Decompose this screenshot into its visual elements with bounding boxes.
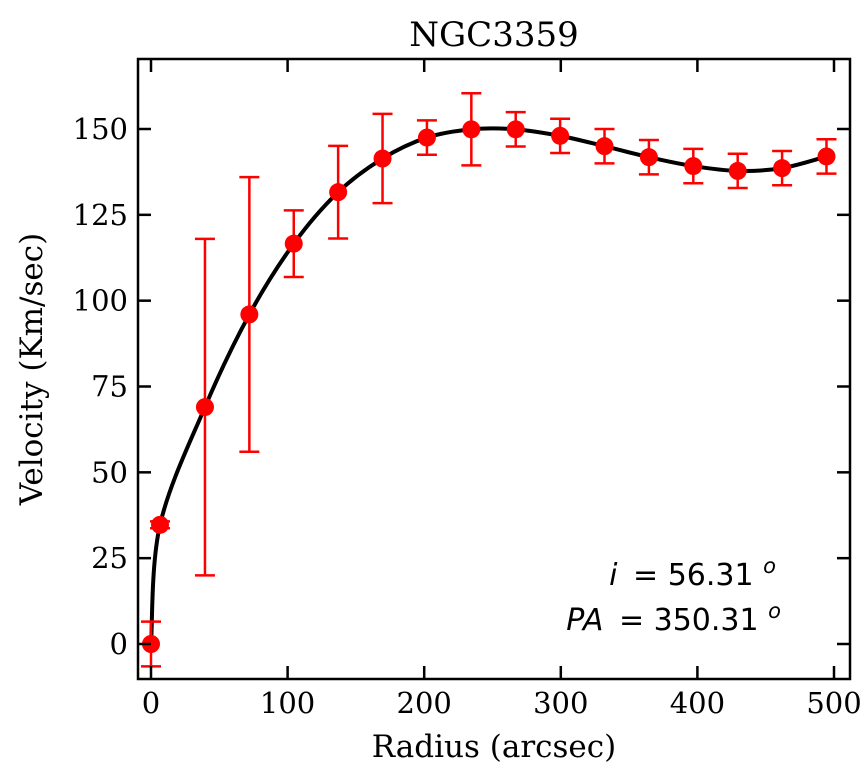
y-tick-label: 150 [73,112,128,146]
data-point [417,128,436,147]
data-point [639,148,658,167]
y-tick-label: 0 [110,627,128,661]
data-point-group [461,92,482,167]
annotation-position-angle: PA = 350.31 o [566,599,781,638]
annotation-box: i = 56.31 o PA = 350.31 o [566,554,781,638]
data-point-group [239,175,260,453]
plot-area [141,92,837,668]
data-point-group [416,119,437,156]
x-axis-label: Radius (arcsec) [372,729,617,765]
data-point [240,305,259,324]
y-tick-labels: 0 25 50 75 100 125 150 [73,112,128,661]
annotation-inclination-var: i [609,558,618,593]
data-point-group [594,127,615,165]
data-point [284,234,303,253]
y-tick-label: 100 [73,284,128,318]
data-point [728,161,747,180]
plot-clipped [141,92,837,668]
y-tick-label: 125 [73,198,128,232]
axes-frame [136,57,852,681]
data-point-group [772,149,793,187]
x-tick-label: 0 [142,686,160,720]
data-point-group [550,117,571,155]
annotation-inclination: i = 56.31 o [609,554,776,593]
data-point [462,120,481,139]
annotation-pa-var: PA [566,603,603,638]
x-tick-label: 300 [533,686,588,720]
data-point-group [683,147,704,185]
chart-title: NGC3359 [409,15,578,55]
data-point [817,147,836,166]
axes [136,57,852,681]
y-tick-label: 75 [91,370,128,404]
data-point-group [150,515,171,534]
x-tick-label: 500 [806,686,861,720]
data-point-group [816,138,837,175]
y-tick-label: 25 [91,541,128,575]
annotation-pa-degree: o [768,599,781,623]
data-point [329,183,348,202]
data-point [506,120,525,139]
x-tick-label: 400 [670,686,725,720]
x-tick-label: 100 [260,686,315,720]
data-point-group [638,138,659,176]
x-tick-labels: 0 100 200 300 400 500 [142,686,862,720]
data-point-group [194,237,215,577]
annotation-inclination-value: = 56.31 [633,558,754,593]
data-point [551,126,570,145]
x-tick-label: 200 [397,686,452,720]
annotation-pa-value: = 350.31 [619,603,759,638]
annotation-inclination-degree: o [763,554,776,578]
data-point-group [727,152,748,190]
data-point [373,149,392,168]
y-axis-label: Velocity (Km/sec) [14,233,50,506]
data-point [151,515,170,534]
y-tick-label: 50 [91,455,128,489]
data-point [595,137,614,156]
data-point [195,398,214,417]
data-point-group [283,209,304,279]
data-point [684,157,703,176]
data-point [773,159,792,178]
data-point-group [505,110,526,148]
data-point-group [372,112,393,205]
data-point-group [328,144,349,240]
